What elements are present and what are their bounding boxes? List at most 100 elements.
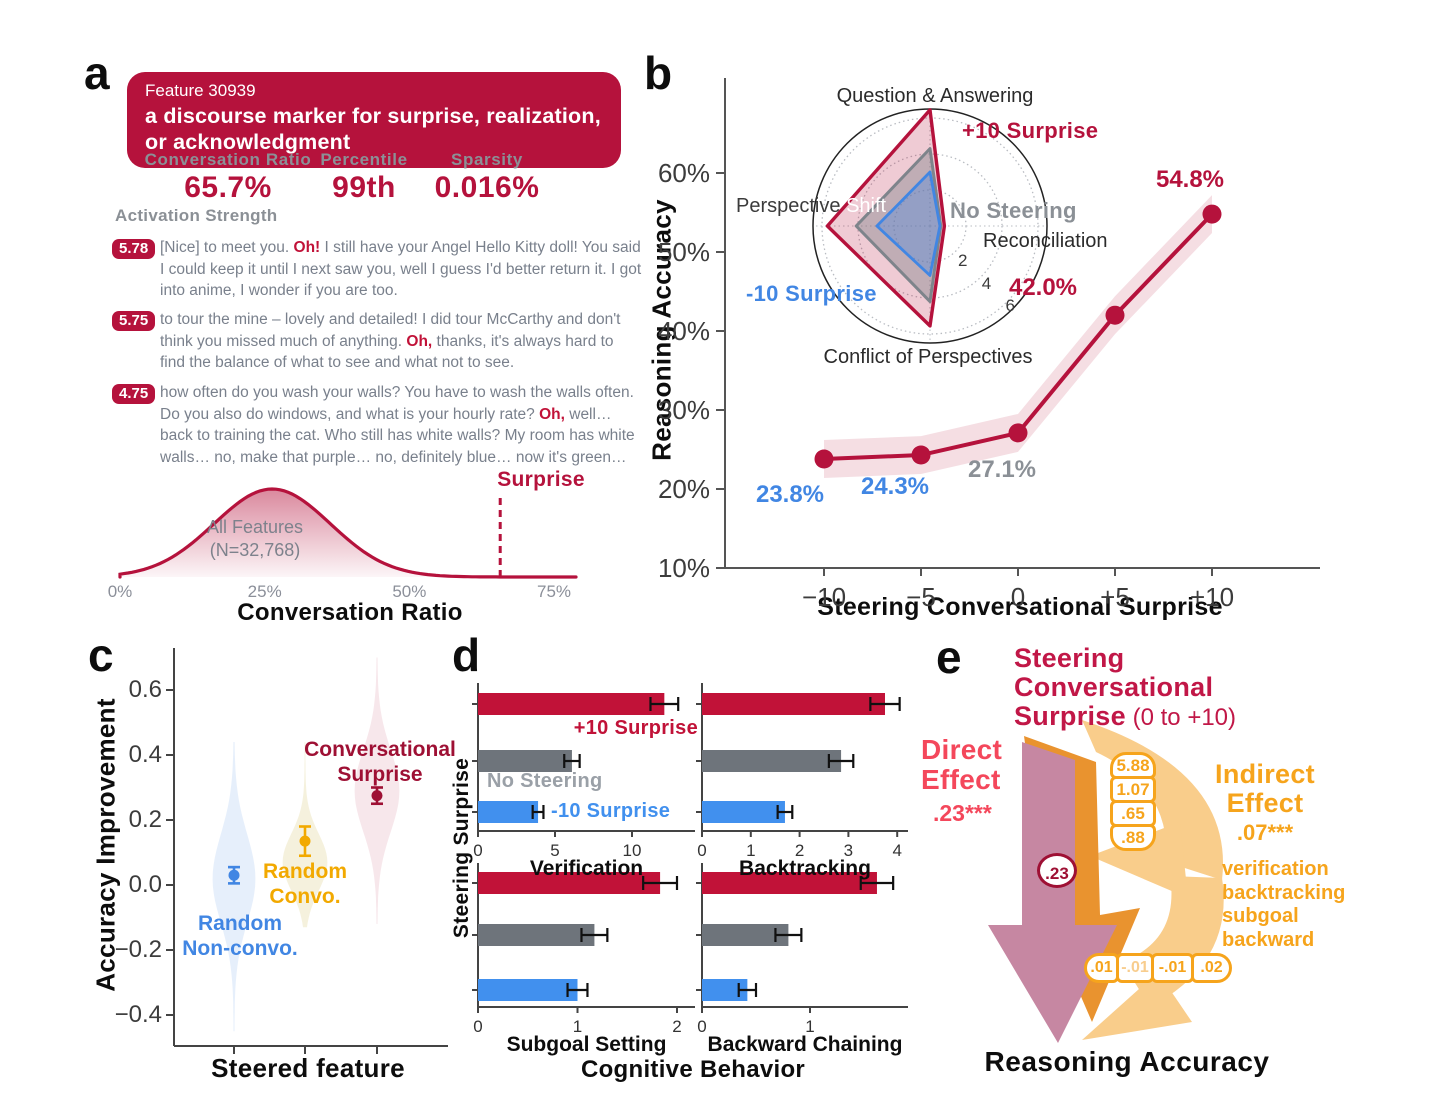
radar-ring-label: 4: [981, 273, 992, 293]
line-chart-ytick: 10%: [657, 553, 710, 583]
stat-sparsity: Sparsity 0.016%: [435, 150, 540, 205]
highlighted-token: Oh,: [539, 405, 565, 423]
outcome-coefficient: -.01: [1151, 953, 1194, 983]
bar-xtick: 1: [805, 1017, 815, 1036]
mediator-coefficient: 1.07: [1110, 776, 1156, 803]
axis-text-dark: Perspective: [736, 195, 847, 217]
stat-conversation-ratio: Conversation Ratio 65.7%: [145, 150, 312, 205]
bar-subplot-title: Subgoal Setting: [506, 1033, 667, 1056]
example-text-span: to tour the mine – lovely and detailed! …: [160, 311, 621, 350]
bar-subplot-title: Backward Chaining: [707, 1033, 903, 1056]
indirect-effect-block: Indirect Effect .07***: [1190, 760, 1340, 847]
bar-xtick: 1: [572, 1017, 583, 1036]
example-text-span: how often do you wash your walls? You ha…: [160, 384, 634, 423]
mediator-list: verification backtracking subgoal backward: [1222, 858, 1345, 952]
activation-score-badge: 5.78: [112, 239, 156, 259]
direct-value: .23***: [933, 800, 992, 826]
line-chart-xtick: +10: [1189, 582, 1235, 612]
path-coefficient-badge: .23: [1037, 853, 1077, 888]
annotation-line: All Features: [206, 517, 304, 537]
highlighted-token: Oh,: [406, 332, 433, 350]
example-text-span: [Nice] to meet you.: [160, 239, 294, 256]
violin-group-label: Random: [263, 860, 347, 883]
radar-legend-minus10: -10 Surprise: [746, 281, 877, 306]
radar-legend-plus10: +10 Surprise: [962, 118, 1099, 143]
data-point-label: 27.1%: [967, 455, 1037, 483]
mediator-item: subgoal: [1222, 905, 1299, 927]
activation-example-text: [Nice] to meet you. Oh! I still have you…: [160, 237, 642, 302]
bar-xtick: 10: [622, 841, 642, 860]
stat-value: 65.7%: [184, 171, 272, 204]
example-text-span: well… back to training the cat. Who stil…: [160, 405, 635, 466]
outcome-coefficient: .02: [1191, 953, 1232, 983]
title-line: Steering: [1014, 643, 1125, 673]
bar-xtick: 2: [794, 841, 805, 860]
violin-ytick: −0.2: [114, 936, 162, 963]
title-bold: Surprise: [1014, 701, 1126, 731]
distribution-annotation: All Features (N=32,768): [175, 516, 335, 562]
activation-strength-title: Activation Strength: [115, 206, 278, 225]
indirect-line: Effect: [1226, 788, 1304, 818]
violin-ytick: 0.4: [128, 741, 162, 768]
panel-a-label: a: [84, 47, 111, 99]
bar-xtick: 0: [473, 1017, 483, 1036]
violin-xlabel: Steered feature: [211, 1053, 405, 1083]
example-text-span: I still have your Angel Hello Kitty doll…: [160, 239, 642, 300]
feature-description: a discourse marker for surprise, realiza…: [145, 104, 601, 155]
indirect-line: Indirect: [1215, 759, 1315, 789]
violin-group-label: Random: [198, 912, 282, 935]
outcome-label: Reasoning Accuracy: [984, 1046, 1270, 1077]
mediator-item: backward: [1222, 928, 1315, 951]
feature-card: Feature 30939 a discourse marker for sur…: [127, 72, 621, 168]
activation-score-badge: 4.75: [112, 384, 156, 404]
bars-legend-plus10: +10 Surprise: [573, 717, 698, 739]
mediator-item: backtracking: [1222, 881, 1346, 904]
activation-score-badge: 5.75: [112, 311, 156, 331]
violin-ytick: −0.4: [114, 1001, 162, 1028]
violin-ytick: 0.0: [128, 871, 162, 898]
radar-ring-label: 6: [1005, 295, 1015, 315]
mediator-coefficient: .88: [1110, 824, 1156, 851]
highlighted-token: Oh!: [293, 239, 321, 256]
stat-percentile: Percentile 99th: [320, 150, 407, 205]
direct-effect-block: Direct Effect .23***: [921, 735, 1002, 828]
line-chart-ytick: 20%: [657, 474, 710, 504]
stat-value: 99th: [332, 171, 396, 204]
bar-subplot-title: Verification: [529, 857, 644, 880]
bars-legend-minus10: -10 Surprise: [551, 800, 671, 822]
radar-legend-nosteer: No Steering: [950, 198, 1077, 223]
bar-xtick: 0: [697, 1017, 707, 1036]
violin-group-label: Conversational: [304, 738, 456, 761]
feature-id: Feature 30939: [145, 81, 256, 100]
line-chart-ytick: 50%: [657, 237, 710, 267]
stat-label: Percentile: [320, 150, 408, 169]
stat-value: 0.016%: [434, 171, 540, 204]
data-point-label: 42.0%: [1008, 274, 1078, 302]
data-point-label: 24.3%: [860, 473, 930, 501]
title-range: (0 to +10): [1132, 704, 1237, 731]
panel-b-label: b: [644, 47, 674, 99]
bar-xtick: 3: [843, 841, 854, 860]
activation-example-text: how often do you wash your walls? You ha…: [160, 382, 642, 468]
annotation-line: (N=32,768): [209, 540, 301, 560]
title-line: Conversational: [1014, 672, 1214, 702]
radar-axis-perspective-shift: Perspective Shift: [736, 195, 886, 218]
activation-example-text: to tour the mine – lovely and detailed! …: [160, 309, 642, 374]
line-chart-ytick: 40%: [657, 316, 710, 346]
mediator-coefficients-stack: 5.88 1.07.65.88: [1110, 752, 1156, 851]
mediator-item: verification: [1222, 858, 1329, 880]
title-rest: [1126, 704, 1133, 731]
bar-xtick: 4: [892, 841, 902, 860]
violin-group-label: Non-convo.: [182, 937, 298, 960]
title-line: Surprise (0 to +10): [1014, 702, 1236, 735]
violin-ytick: 0.2: [128, 806, 162, 833]
stat-label: Conversation Ratio: [144, 150, 312, 169]
line-chart-xtick: −5: [906, 582, 936, 612]
bar-xtick: 5: [550, 841, 560, 860]
axis-text-light: Shift: [846, 195, 887, 217]
radar-ring-label: 2: [958, 251, 968, 271]
data-point-label: 54.8%: [1155, 166, 1225, 194]
radar-axis-reconciliation: Reconciliation: [983, 230, 1108, 252]
distribution-xtick: 75%: [537, 582, 572, 601]
